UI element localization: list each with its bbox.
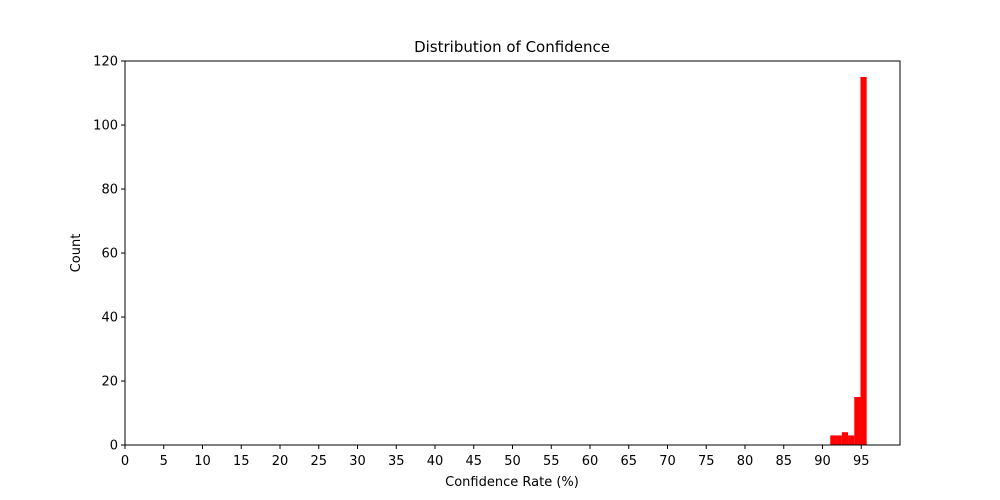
y-tick-label: 80 [101,183,118,198]
x-tick-label: 25 [310,454,327,469]
x-tick-label: 30 [349,454,366,469]
histogram-bar-2 [841,432,849,445]
y-tick-label: 0 [110,439,118,454]
y-tick-label: 20 [101,375,118,390]
x-tick-label: 35 [388,454,405,469]
y-tick-label: 120 [93,55,118,70]
histogram-bar-5 [860,77,867,445]
y-tick-label: 40 [101,311,118,326]
x-tick-label: 20 [272,454,289,469]
histogram-bar-3 [848,435,855,445]
x-tick-label: 40 [427,454,444,469]
y-axis-label: Count [69,234,84,273]
x-tick-label: 65 [620,454,637,469]
x-tick-label: 75 [698,454,715,469]
x-axis-label: Confidence Rate (%) [445,475,579,490]
chart-title: Distribution of Confidence [414,38,610,56]
y-tick-label: 100 [93,119,118,134]
y-axis-ticks: 0 20 40 60 80 100 120 [93,55,125,454]
x-tick-label: 45 [465,454,482,469]
x-tick-label: 10 [194,454,211,469]
x-tick-label: 15 [233,454,250,469]
x-tick-label: 85 [775,454,792,469]
histogram-bar-0 [830,435,837,445]
x-tick-label: 5 [160,454,168,469]
x-tick-label: 70 [659,454,676,469]
x-tick-label: 0 [121,454,129,469]
histogram-bar-4 [854,397,861,445]
x-tick-label: 50 [504,454,521,469]
x-tick-label: 55 [543,454,560,469]
x-tick-label: 90 [814,454,831,469]
y-tick-label: 60 [101,247,118,262]
histogram-bar-1 [836,435,842,445]
x-tick-label: 60 [582,454,599,469]
x-tick-label: 80 [737,454,754,469]
plot-frame [124,60,901,446]
bars-layer [830,77,867,445]
x-axis-ticks: 0 5 10 15 20 25 30 35 40 45 50 55 60 65 70 75 80 85 90 95 [121,445,870,469]
x-tick-label: 95 [853,454,870,469]
